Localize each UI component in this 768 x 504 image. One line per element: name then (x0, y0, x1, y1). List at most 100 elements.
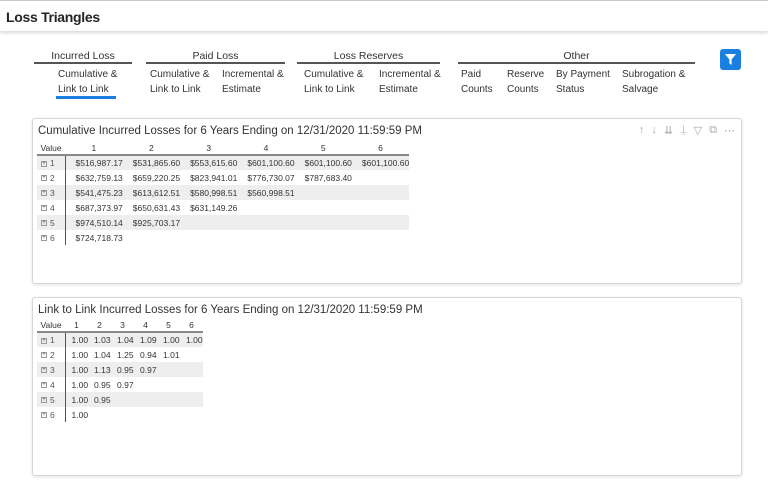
cell: 1.25 (117, 349, 134, 360)
cell: 0.97 (134, 362, 158, 377)
column-header[interactable]: Value (37, 141, 65, 156)
nav-group-label: Other (563, 50, 590, 62)
expand-icon[interactable]: + (41, 175, 47, 182)
cell (180, 215, 238, 230)
row-header: +2 (37, 170, 66, 185)
expand-icon[interactable]: + (41, 412, 47, 419)
expand-icon[interactable]: + (41, 205, 47, 212)
cell (352, 170, 409, 185)
cell (180, 392, 204, 407)
cell: $560,998.51 (237, 185, 295, 200)
expand-all-icon[interactable]: ⇊ (663, 125, 674, 137)
filter-button[interactable] (720, 49, 741, 70)
nav-tab[interactable]: Incremental & Estimate (222, 69, 284, 95)
cell (237, 200, 294, 215)
column-header[interactable]: 6 (180, 318, 204, 333)
cell: $787,683.40 (304, 172, 352, 183)
column-header[interactable]: 4 (134, 318, 158, 333)
column-header[interactable]: 4 (237, 141, 295, 156)
nav-tab[interactable]: By Payment Status (556, 69, 610, 95)
cell: 1.00 (180, 332, 204, 347)
focus-mode-icon[interactable]: ⧉ (709, 124, 717, 136)
cell: 1.03 (88, 332, 112, 347)
expand-icon[interactable]: + (41, 190, 47, 197)
cell: $541,475.23 (65, 185, 123, 200)
nav-tab[interactable]: Cumulative & Link to Link (304, 69, 364, 95)
nav-tab[interactable]: Incremental & Estimate (379, 69, 441, 95)
header-row: Value 1 2 3 4 5 6 (37, 318, 204, 333)
cell: $553,615.60 (180, 155, 238, 170)
table-row: +2 $632,759.13 $659,220.25 $823,941.01 $776,… (37, 170, 409, 185)
expand-icon[interactable]: + (41, 397, 47, 404)
expand-icon[interactable]: + (41, 337, 47, 344)
cell (294, 185, 352, 200)
row-header: +6 (37, 230, 66, 245)
filter-icon[interactable]: ▽ (693, 125, 703, 137)
cumulative-incurred-losses-visual: Cumulative Incurred Losses for 6 Years E… (32, 118, 742, 284)
row-label: 2 (50, 349, 55, 360)
column-header[interactable]: 1 (65, 141, 123, 156)
cell: 1.00 (71, 409, 89, 420)
column-header[interactable]: Value (37, 318, 65, 333)
cell (157, 377, 180, 392)
nav-tab[interactable]: Paid Counts (461, 69, 493, 95)
table-row: +4 1.00 0.95 0.97 (37, 377, 203, 392)
sort-down-icon[interactable]: ↓ (651, 124, 657, 136)
sort-up-icon[interactable]: ↑ (638, 124, 645, 136)
expand-icon[interactable]: + (41, 235, 47, 242)
column-header[interactable]: 3 (111, 318, 135, 333)
cell (157, 407, 180, 422)
nav-tab[interactable]: Reserve Counts (507, 69, 545, 95)
cell: 1.00 (65, 362, 89, 377)
cell: $974,510.14 (65, 215, 123, 230)
row-header: +4 (37, 200, 66, 215)
cell (134, 377, 157, 392)
cell: 1.00 (65, 392, 89, 407)
nav-tab[interactable]: Cumulative & Link to Link (150, 69, 210, 95)
column-header[interactable]: 5 (157, 318, 181, 333)
column-header[interactable]: 6 (351, 141, 410, 156)
row-header: +6 (37, 407, 66, 422)
row-label: 5 (50, 217, 55, 228)
cell: $601,100.60 (237, 155, 295, 170)
top-bar: Loss Triangles (0, 0, 768, 31)
nav-tab[interactable]: Cumulative & Link to Link (58, 69, 118, 95)
column-header[interactable]: 2 (88, 318, 112, 333)
more-options-icon[interactable]: ⋯ (724, 125, 735, 137)
column-header[interactable]: 3 (180, 141, 238, 156)
table-row: +1 1.00 1.03 1.04 1.09 1.00 1.00 (37, 332, 204, 347)
cell: 0.94 (140, 349, 157, 360)
row-label: 6 (50, 409, 55, 420)
drill-icon[interactable]: ⍊ (680, 124, 687, 136)
row-label: 4 (50, 202, 55, 213)
row-label: 1 (50, 158, 55, 168)
nav-group-divider (146, 62, 285, 64)
cell: 1.00 (71, 379, 89, 390)
cell: $687,373.97 (75, 202, 123, 213)
expand-icon[interactable]: + (41, 382, 47, 389)
cell: 0.95 (111, 362, 135, 377)
nav-group-label: Loss Reserves (333, 50, 404, 62)
expand-icon[interactable]: + (41, 160, 47, 167)
cell (157, 392, 181, 407)
cell (352, 230, 409, 245)
expand-icon[interactable]: + (41, 220, 47, 227)
column-header[interactable]: 2 (122, 141, 181, 156)
expand-icon[interactable]: + (41, 352, 47, 359)
cell: $613,612.51 (122, 185, 181, 200)
cell (111, 392, 135, 407)
visual-toolbar: ↑ ↓ ⇊ ⍊ ▽ ⧉ ⋯ (639, 124, 735, 137)
nav-group-divider (297, 62, 440, 64)
cell: $659,220.25 (132, 172, 181, 183)
cell: $531,865.60 (122, 155, 181, 170)
row-label: 3 (50, 187, 55, 198)
cell: 1.13 (88, 362, 112, 377)
cell (294, 215, 352, 230)
expand-icon[interactable]: + (41, 367, 47, 374)
page-title: Loss Triangles (6, 9, 100, 25)
cell: $776,730.07 (247, 172, 295, 183)
nav-tab[interactable]: Subrogation & Salvage (622, 69, 686, 95)
row-label: 4 (50, 379, 55, 390)
column-header[interactable]: 5 (294, 141, 352, 156)
column-header[interactable]: 1 (65, 318, 89, 333)
